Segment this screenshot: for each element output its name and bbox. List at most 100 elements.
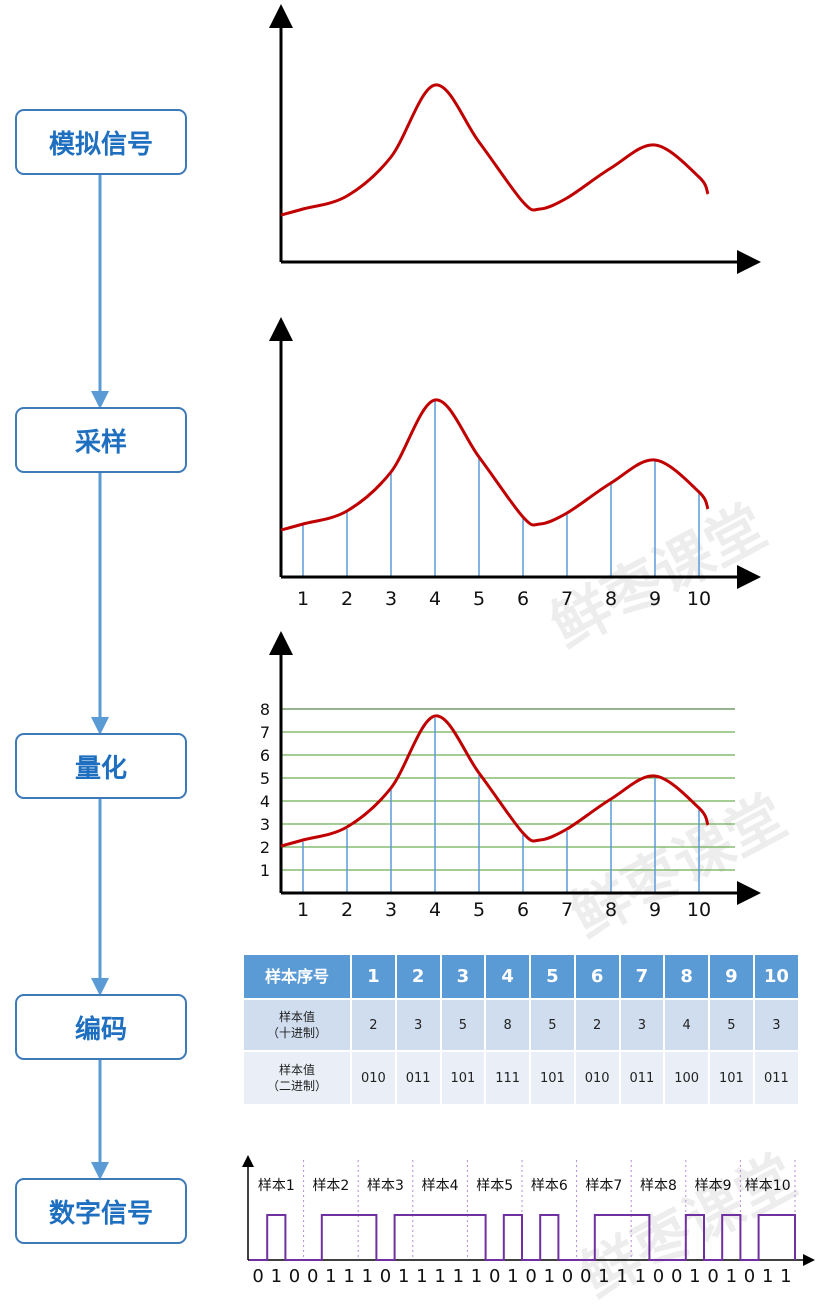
x-tick-label: 5 (473, 588, 485, 610)
x-tick-label: 8 (605, 899, 617, 921)
quant-curve (280, 714, 710, 848)
x-tick-label: 3 (385, 588, 397, 610)
bit-label: 0 (489, 1266, 500, 1287)
sample-label: 样本7 (585, 1178, 622, 1194)
bit-label: 0 (380, 1266, 391, 1287)
x-tick-label: 1 (297, 899, 309, 921)
y-tick-label: 1 (260, 861, 270, 880)
bit-label: 1 (726, 1266, 737, 1287)
column-header: 6 (575, 955, 619, 1000)
y-tick-label: 4 (260, 792, 270, 811)
bit-label: 0 (653, 1266, 664, 1287)
decimal-value: 2 (352, 1000, 395, 1052)
x-tick-label: 2 (341, 899, 353, 921)
sample-label: 样本9 (695, 1178, 732, 1194)
analog-curve (280, 83, 710, 217)
y-tick-label: 5 (260, 769, 270, 788)
sample-label: 样本8 (640, 1178, 677, 1194)
bit-label: 1 (689, 1266, 700, 1287)
bit-label: 0 (671, 1266, 682, 1287)
sample-label: 样本6 (531, 1178, 568, 1194)
column-header: 5 (531, 955, 574, 1000)
decimal-value: 3 (754, 1000, 798, 1052)
column-header: 7 (620, 955, 664, 1000)
x-tick-label: 10 (687, 899, 711, 921)
binary-value: 101 (531, 1052, 574, 1104)
bit-label: 0 (252, 1266, 263, 1287)
bit-label: 1 (416, 1266, 427, 1287)
row-label-line: 样本值 (278, 1010, 315, 1024)
column-header: 10 (754, 955, 798, 1000)
row-label-line: 样本值 (278, 1063, 315, 1077)
bit-label: 0 (744, 1266, 755, 1287)
column-header: 9 (710, 955, 753, 1000)
bit-label: 1 (598, 1266, 609, 1287)
x-tick-label: 4 (429, 899, 441, 921)
bit-label: 1 (507, 1266, 518, 1287)
x-tick-label: 7 (561, 899, 573, 921)
binary-value: 101 (441, 1052, 485, 1104)
sample-label: 样本1 (258, 1178, 295, 1194)
bit-label: 1 (544, 1266, 555, 1287)
bit-label: 1 (398, 1266, 409, 1287)
binary-value: 010 (352, 1052, 395, 1104)
step-analog-signal: 模拟信号 (15, 109, 187, 175)
bit-label: 1 (616, 1266, 627, 1287)
column-header: 3 (441, 955, 485, 1000)
y-tick-label: 7 (260, 723, 270, 742)
digital-signal-waveform (249, 1214, 796, 1261)
x-tick-label: 6 (517, 899, 529, 921)
column-header: 8 (665, 955, 708, 1000)
sample-label: 样本4 (422, 1178, 459, 1194)
sample-label: 样本2 (312, 1178, 349, 1194)
bit-label: 1 (453, 1266, 464, 1287)
bit-label: 1 (762, 1266, 773, 1287)
x-tick-label: 8 (605, 588, 617, 610)
x-tick-label: 9 (649, 899, 661, 921)
decimal-value: 4 (665, 1000, 708, 1052)
binary-value: 100 (665, 1052, 708, 1104)
header-cell: 样本序号 (244, 955, 350, 1000)
binary-value: 101 (710, 1052, 753, 1104)
binary-value: 011 (754, 1052, 798, 1104)
decimal-value: 3 (620, 1000, 664, 1052)
row-label-line: （二进制） (266, 1079, 327, 1093)
step-encoding: 编码 (15, 994, 187, 1060)
bit-label: 1 (780, 1266, 791, 1287)
row-label: 样本值 （二进制） (244, 1052, 350, 1104)
bit-label: 1 (343, 1266, 354, 1287)
sample-label: 样本10 (745, 1178, 791, 1194)
sample-label: 样本3 (367, 1178, 404, 1194)
decimal-value: 5 (531, 1000, 574, 1052)
row-label-line: （十进制） (266, 1026, 327, 1040)
bit-label: 0 (525, 1266, 536, 1287)
column-header: 2 (396, 955, 440, 1000)
x-tick-label: 1 (297, 588, 309, 610)
decimal-value: 2 (575, 1000, 619, 1052)
table-row-binary: 样本值 （二进制） 010 011 101 111 101 010 011 100 101 011 (244, 1052, 798, 1104)
bit-label: 1 (471, 1266, 482, 1287)
y-tick-label: 3 (260, 815, 270, 834)
sample-label: 样本5 (476, 1178, 513, 1194)
x-tick-label: 4 (429, 588, 441, 610)
binary-value: 111 (486, 1052, 529, 1104)
step-sampling: 采样 (15, 407, 187, 473)
bit-label: 1 (271, 1266, 282, 1287)
decimal-value: 3 (396, 1000, 440, 1052)
x-tick-label: 7 (561, 588, 573, 610)
x-tick-label: 5 (473, 899, 485, 921)
x-tick-label: 9 (649, 588, 661, 610)
bit-label: 1 (325, 1266, 336, 1287)
sampling-curve (280, 398, 710, 532)
y-tick-label: 2 (260, 838, 270, 857)
x-tick-label: 10 (687, 588, 711, 610)
bit-label: 1 (635, 1266, 646, 1287)
bit-label: 0 (580, 1266, 591, 1287)
column-header: 4 (486, 955, 529, 1000)
binary-value: 010 (575, 1052, 619, 1104)
table-header-row: 样本序号 1 2 3 4 5 6 7 8 9 10 (244, 955, 798, 1000)
